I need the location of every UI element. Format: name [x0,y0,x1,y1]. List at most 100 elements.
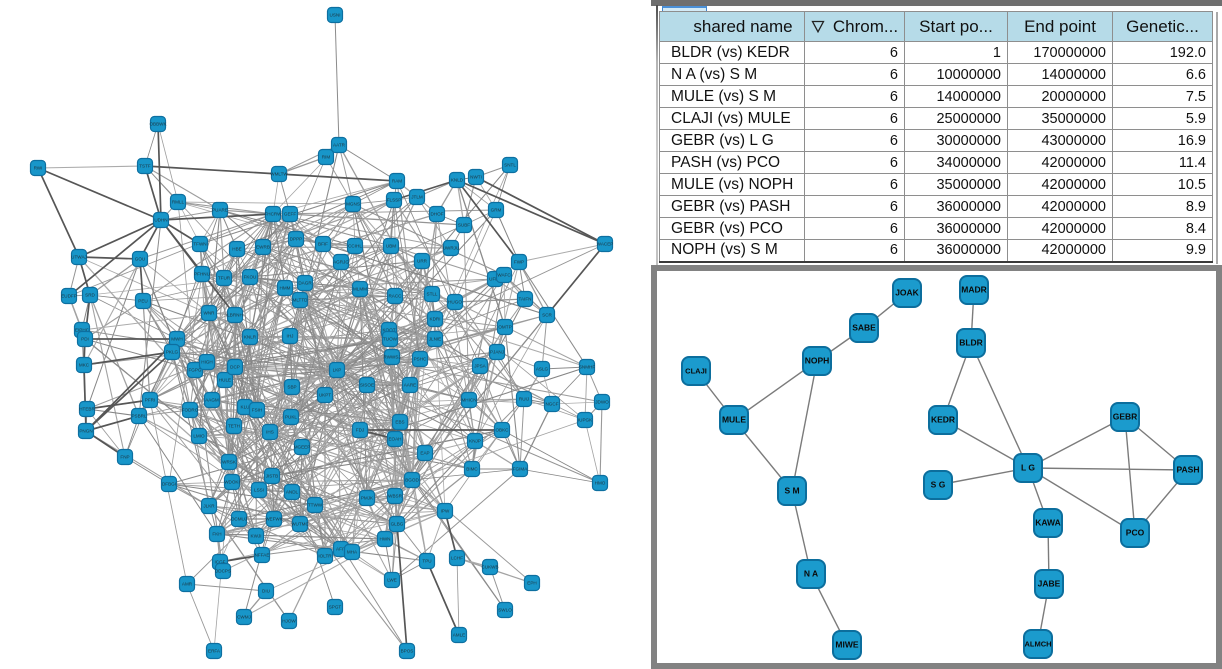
svg-text:KNLR: KNLR [244,335,257,340]
svg-text:IUPGK: IUPGK [578,418,593,423]
svg-text:L G: L G [1021,463,1035,473]
svg-text:HUGO: HUGO [448,300,462,305]
svg-text:KNLD: KNLD [451,178,464,183]
svg-text:MGEEP: MGEEP [294,445,311,450]
svg-text:LCHF: LCHF [451,556,463,561]
svg-text:PCO: PCO [1126,528,1145,538]
svg-text:EIPHC: EIPHC [75,328,90,333]
svg-text:FSIH: FSIH [252,408,262,413]
svg-text:PSBRL: PSBRL [131,414,147,419]
svg-text:PFRI: PFRI [145,398,155,403]
svg-text:WRSK: WRSK [222,460,237,465]
svg-text:JLKR: JLKR [203,504,215,509]
svg-text:JOAK: JOAK [895,288,919,298]
svg-text:AMLE: AMLE [453,633,466,638]
svg-text:SWLO: SWLO [498,608,512,613]
svg-text:CCIHL: CCIHL [348,244,362,249]
svg-text:MWH: MWH [171,337,182,342]
svg-text:KDRI: KDRI [430,317,441,322]
svg-text:DPPP: DPPP [290,237,303,242]
svg-text:CLAJI: CLAJI [685,367,707,376]
svg-text:SRD: SRD [85,293,95,298]
svg-text:RWWSJ: RWWSJ [383,355,400,360]
svg-text:EUDFP: EUDFP [61,294,77,299]
svg-text:DIU: DIU [262,589,270,594]
svg-text:AMR: AMR [182,582,193,587]
svg-text:SCR: SCR [542,313,552,318]
svg-text:SABE: SABE [852,323,876,333]
svg-text:LMIO: LMIO [193,434,205,439]
svg-text:S G: S G [931,480,946,490]
svg-text:LWE: LWE [387,578,397,583]
svg-text:EOAH: EOAH [388,437,401,442]
svg-text:JLNIE: JLNIE [429,337,442,342]
svg-text:MHA: MHA [347,550,358,555]
svg-text:PJANJ: PJANJ [490,350,504,355]
svg-text:PFHNU: PFHNU [194,272,210,277]
svg-text:IHS: IHS [266,430,274,435]
svg-text:UWRJU: UWRJU [443,246,460,251]
svg-text:IHJ: IHJ [287,334,294,339]
svg-text:JISTB: JISTB [266,474,279,479]
svg-text:OMTP: OMTP [498,325,511,330]
svg-text:FHCRW: FHCRW [264,212,282,217]
svg-text:ALMCH: ALMCH [1024,640,1051,649]
svg-text:FODRO: FODRO [182,408,199,413]
svg-text:JTLM: JTLM [411,195,423,200]
svg-text:HMO: HMO [595,481,606,486]
svg-text:FGIMA: FGIMA [513,467,528,472]
svg-text:EBS: EBS [395,420,404,425]
svg-text:TETH: TETH [228,424,240,429]
svg-text:AATR: AATR [333,143,346,148]
svg-text:PDI: PDI [81,337,89,342]
svg-text:AAGM: AAGM [205,398,219,403]
svg-text:USNI: USNI [330,13,341,18]
svg-text:TTWW: TTWW [308,503,323,508]
svg-text:WUTMC: WUTMC [291,522,309,527]
svg-text:PUARE: PUARE [212,208,228,213]
svg-text:FNP: FNP [120,455,129,460]
svg-text:PNGN: PNGN [79,429,92,434]
svg-text:HIGH: HIGH [201,360,212,365]
svg-text:DDCPS: DDCPS [215,569,231,574]
svg-text:TFWN: TFWN [193,242,206,247]
svg-text:BGOD: BGOD [405,478,419,483]
svg-text:OBBWK: OBBWK [149,122,167,127]
svg-text:WDOKI: WDOKI [224,480,240,485]
svg-text:AGRJG: AGRJG [333,260,349,265]
svg-text:PUKL: PUKL [285,415,297,420]
svg-text:KAWA: KAWA [1035,518,1061,528]
svg-text:N A: N A [804,569,818,579]
svg-text:MULE: MULE [722,415,746,425]
svg-text:BPOS: BPOS [401,649,414,654]
svg-text:WMLTW: WMLTW [270,172,288,177]
svg-text:JDWO: JDWO [595,400,609,405]
svg-text:WAFC: WAFC [497,273,511,278]
svg-text:RACC: RACC [388,294,402,299]
svg-text:FKOU: FKOU [244,275,257,280]
svg-text:RAM: RAM [392,179,402,184]
svg-text:NGCF: NGCF [545,402,558,407]
svg-text:HMM: HMM [280,286,291,291]
svg-text:PMJK: PMJK [361,496,374,501]
svg-text:CUKWB: CUKWB [481,565,498,570]
svg-text:UFBL: UFBL [489,277,501,282]
svg-text:WEFWK: WEFWK [265,517,284,522]
svg-text:EAP: EAP [420,451,429,456]
svg-text:DHOF: DHOF [430,212,443,217]
svg-text:AFIT: AFIT [336,547,346,552]
svg-text:NFFAE: NFFAE [255,553,270,558]
svg-text:DAGR: DAGR [298,281,312,286]
svg-text:MGNS: MGNS [346,202,360,207]
svg-text:WBSR: WBSR [388,494,402,499]
svg-text:S M: S M [784,486,799,496]
svg-text:SUBF: SUBF [458,223,470,228]
svg-text:URR: URR [417,259,428,264]
svg-text:TPU: TPU [422,559,431,564]
svg-text:GLBG: GLBG [391,522,404,527]
svg-text:RUIJ: RUIJ [519,397,529,402]
svg-text:FWP: FWP [514,260,524,265]
svg-text:HJOW: HJOW [282,619,296,624]
svg-text:HULE: HULE [219,378,231,383]
svg-text:PASH: PASH [1177,465,1200,475]
